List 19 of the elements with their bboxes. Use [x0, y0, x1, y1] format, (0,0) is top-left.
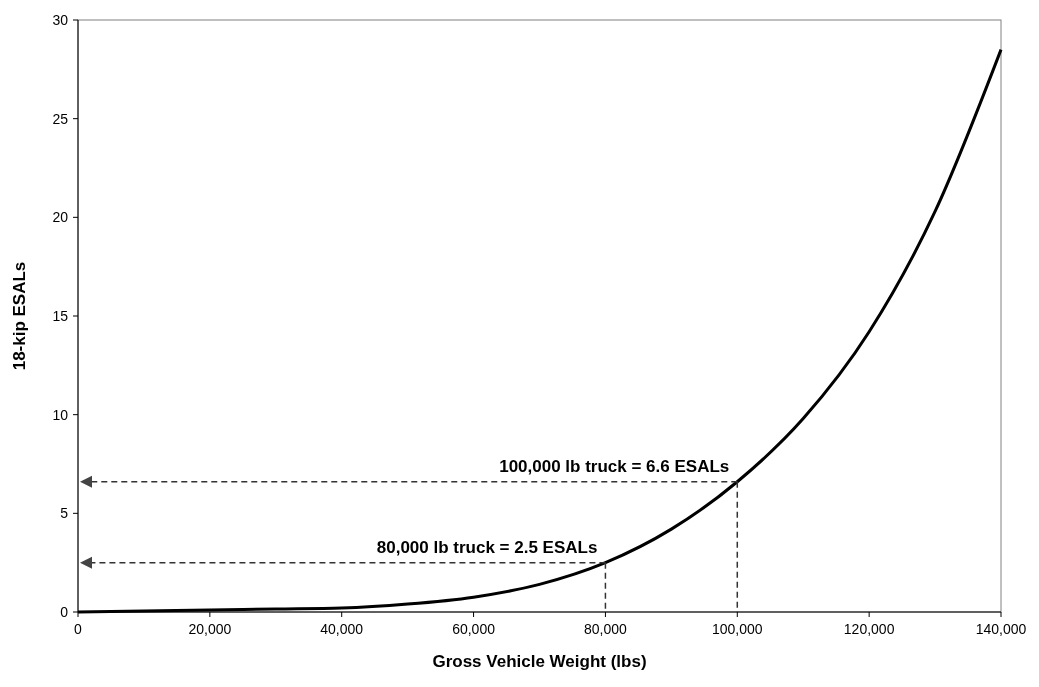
x-tick-label: 0	[74, 621, 83, 637]
x-tick-label: 60,000	[452, 621, 496, 637]
y-tick-label: 25	[52, 110, 69, 127]
y-tick-label: 20	[52, 209, 69, 226]
x-tick-label: 80,000	[584, 621, 628, 637]
y-tick-label: 5	[60, 505, 69, 522]
y-tick-label: 30	[52, 12, 69, 28]
y-axis-title: 18-kip ESALs	[10, 261, 29, 371]
y-tick-label: 0	[60, 604, 69, 620]
annotation: 80,000 lb truck = 2.5 ESALs	[376, 537, 598, 557]
y-tick-label: 10	[52, 406, 69, 423]
x-tick-label: 40,000	[320, 621, 364, 637]
x-tick-label: 140,000	[975, 621, 1027, 637]
y-tick-label: 15	[52, 308, 69, 324]
x-tick-label: 20,000	[188, 621, 232, 637]
x-axis-title: Gross Vehicle Weight (lbs)	[432, 652, 647, 671]
x-tick-label: 100,000	[711, 621, 763, 637]
annotation: 100,000 lb truck = 6.6 ESALs	[499, 456, 730, 476]
x-tick-label: 120,000	[843, 621, 895, 637]
